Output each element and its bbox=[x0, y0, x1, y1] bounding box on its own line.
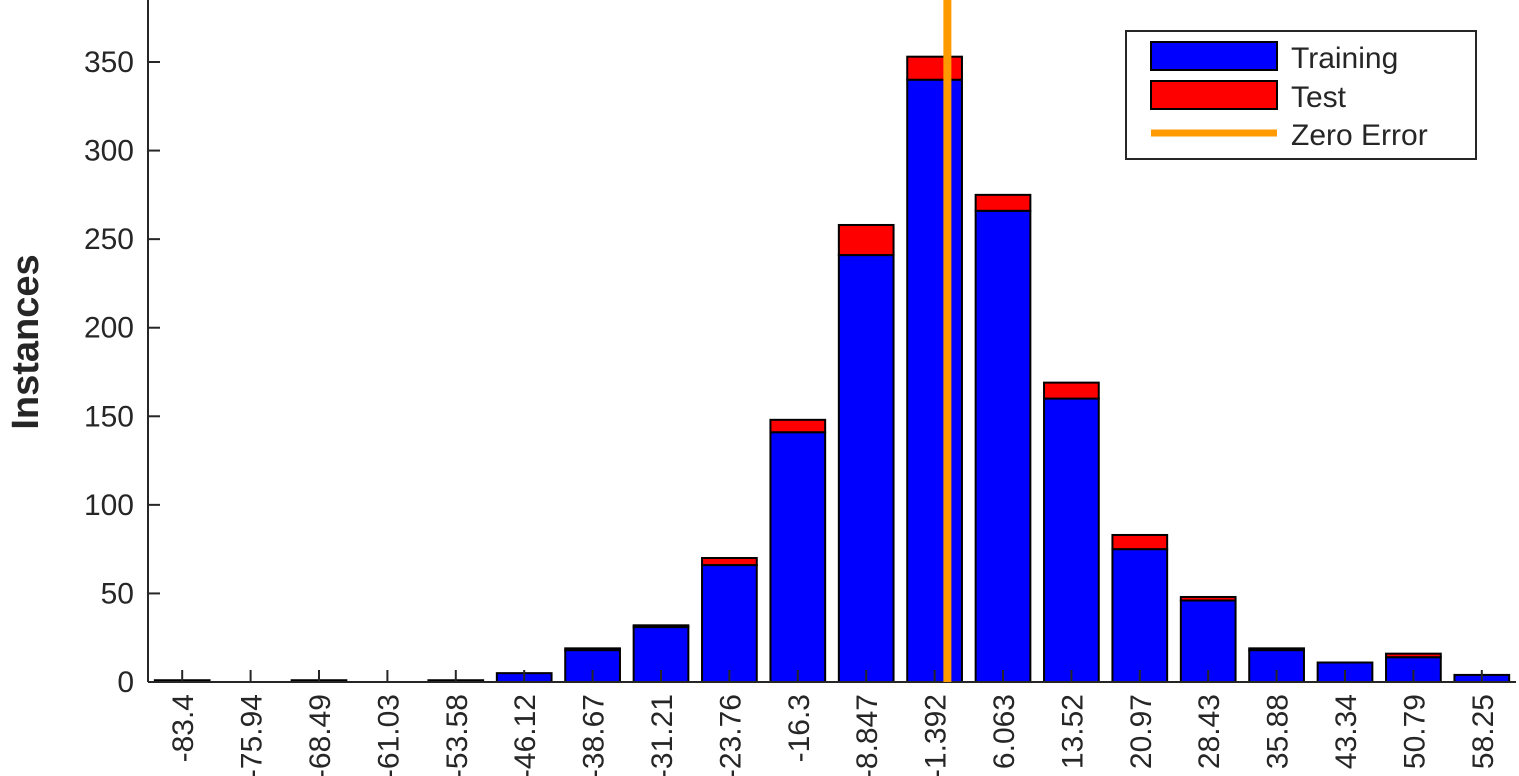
y-axis-label: Instances bbox=[5, 254, 47, 429]
x-tick-label: -61.03 bbox=[372, 694, 405, 776]
y-tick-label: 100 bbox=[84, 489, 134, 522]
bar-training-11 bbox=[906, 78, 963, 683]
legend-swatch-training bbox=[1150, 41, 1278, 71]
legend-swatch-test bbox=[1150, 80, 1278, 110]
y-axis: 0 50 100 150 200 250 300 350 bbox=[84, 0, 160, 699]
x-tick-label: -16.3 bbox=[783, 694, 816, 762]
bar-test-10 bbox=[837, 223, 895, 257]
x-tick-label: -23.76 bbox=[714, 694, 747, 776]
x-tick-label: 43.34 bbox=[1330, 694, 1363, 769]
bar-test-11 bbox=[906, 55, 963, 81]
y-tick-label: 350 bbox=[84, 46, 134, 79]
x-tick-label: -53.58 bbox=[441, 694, 474, 776]
x-tick-label: 58.25 bbox=[1467, 694, 1500, 769]
bar-training-10 bbox=[837, 254, 895, 683]
legend-label-test: Test bbox=[1291, 81, 1347, 114]
x-tick-label: -38.67 bbox=[578, 694, 611, 776]
x-tick-label: 20.97 bbox=[1125, 694, 1158, 769]
bar-test-12 bbox=[974, 193, 1032, 212]
legend-label-training: Training bbox=[1291, 42, 1398, 75]
legend: Training Test Zero Error bbox=[1125, 30, 1477, 160]
bar-test-6 bbox=[564, 647, 621, 652]
x-axis: -83.4 -75.94 -68.49 -61.03 -53.58 -46.12 -38.6… bbox=[148, 670, 1516, 776]
bar-training-9 bbox=[769, 431, 827, 683]
y-tick-label: 50 bbox=[101, 577, 134, 610]
y-tick-label: 200 bbox=[84, 312, 134, 345]
x-tick-label: -83.4 bbox=[167, 694, 200, 762]
x-tick-label: -8.847 bbox=[851, 694, 884, 776]
bar-test-13 bbox=[1043, 381, 1100, 400]
bar-training-13 bbox=[1043, 397, 1100, 683]
x-tick-label: -1.392 bbox=[920, 694, 953, 776]
bar-training-8 bbox=[701, 564, 758, 683]
bar-test-15 bbox=[1179, 595, 1237, 602]
x-tick-label: -75.94 bbox=[236, 694, 269, 776]
x-tick-label: -46.12 bbox=[509, 694, 542, 776]
y-tick-label: 150 bbox=[84, 400, 134, 433]
bar-training-12 bbox=[974, 209, 1032, 684]
y-tick-label: 250 bbox=[84, 223, 134, 256]
x-tick-label: 6.063 bbox=[988, 694, 1021, 769]
x-tick-label: -68.49 bbox=[304, 694, 337, 776]
bar-test-7 bbox=[632, 624, 690, 629]
x-tick-label: 28.43 bbox=[1193, 694, 1226, 769]
bar-training-15 bbox=[1179, 599, 1237, 683]
x-tick-label: 13.52 bbox=[1056, 694, 1089, 769]
legend-label-zero-error: Zero Error bbox=[1291, 119, 1428, 152]
bar-training-14 bbox=[1111, 548, 1169, 684]
bar-test-9 bbox=[769, 418, 827, 434]
bar-test-16 bbox=[1248, 647, 1305, 652]
y-tick-label: 300 bbox=[84, 135, 134, 168]
bar-test-18 bbox=[1385, 652, 1442, 659]
bar-test-14 bbox=[1111, 533, 1169, 551]
bar-test-8 bbox=[701, 557, 758, 567]
x-tick-label: 50.79 bbox=[1398, 694, 1431, 769]
x-tick-label: 35.88 bbox=[1262, 694, 1295, 769]
y-tick-label: 0 bbox=[117, 666, 134, 699]
x-tick-label: -31.21 bbox=[646, 694, 679, 776]
